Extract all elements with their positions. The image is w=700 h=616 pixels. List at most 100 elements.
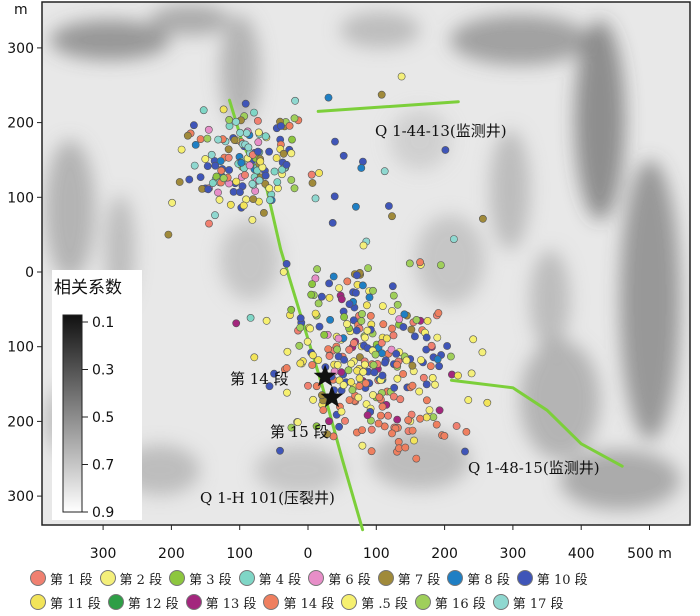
event-point [333, 360, 342, 369]
x-tick-label: 100 [363, 546, 390, 562]
legend-item: 第 16 段 [414, 593, 486, 612]
event-point [335, 422, 343, 431]
event-point [241, 99, 250, 108]
x-tick-label: 400 [568, 546, 595, 562]
event-point [464, 396, 473, 404]
event-point [307, 290, 316, 299]
event-point [337, 407, 346, 416]
event-point [446, 352, 455, 361]
well-trajectory [316, 100, 460, 113]
legend-item: 第 7 段 [377, 569, 440, 588]
event-point [384, 202, 393, 210]
event-point [359, 241, 368, 250]
event-point [360, 360, 369, 369]
event-point [335, 284, 343, 292]
event-point [296, 323, 305, 332]
event-point [164, 230, 173, 239]
event-point [363, 411, 372, 420]
x-tick-label: 100 [226, 546, 253, 562]
event-point [467, 369, 476, 378]
legend-row-2: 第 11 段 第 12 段 第 13 段 第 14 段 第 .5 段 第 16 段 第 17… [30, 590, 700, 614]
event-point [282, 364, 291, 372]
event-point [382, 334, 391, 343]
event-point [214, 188, 222, 197]
event-point [262, 316, 271, 325]
event-point [320, 330, 329, 339]
event-point [330, 192, 339, 201]
event-point [311, 274, 320, 283]
legend-swatch [169, 570, 186, 586]
well-label: Q 1-H 101(压裂井) [200, 489, 335, 507]
background-blob [340, 12, 420, 48]
stage-star-icon [320, 385, 344, 408]
event-point [345, 300, 354, 308]
event-point [308, 361, 317, 369]
colorbar-tick-label: 0.3 [92, 363, 114, 379]
legend-swatch [30, 594, 46, 610]
event-point [175, 178, 184, 186]
event-point [402, 356, 411, 365]
event-point [282, 259, 291, 268]
event-point [319, 406, 328, 414]
legend-item: 第 6 段 [308, 569, 371, 588]
event-point [388, 429, 396, 438]
event-point [242, 129, 251, 137]
event-point [395, 315, 404, 323]
stage-markers: 第 14 段第 15 段 [230, 364, 344, 441]
event-point [191, 140, 200, 149]
legend-swatch [238, 570, 255, 586]
event-point [225, 116, 234, 124]
legend-item: 第 1 段 [30, 569, 93, 588]
well-trajectory [449, 378, 624, 468]
event-point [388, 212, 396, 221]
event-point [344, 366, 353, 375]
background-blob [560, 450, 680, 510]
event-point [422, 333, 431, 342]
event-point [374, 419, 383, 428]
legend-item: 第 17 段 [492, 593, 564, 612]
event-point [351, 202, 360, 211]
event-point [343, 320, 351, 328]
event-point [376, 411, 385, 420]
legend-swatch [99, 570, 116, 586]
colorbar-tick-label: 0.1 [92, 315, 114, 331]
x-tick-label: 500 m [627, 546, 672, 562]
event-point [388, 307, 396, 315]
event-point [357, 164, 366, 172]
event-point [388, 324, 396, 333]
event-point [341, 416, 349, 425]
event-point [443, 342, 451, 350]
x-tick-label: 200 [158, 546, 185, 562]
event-point [423, 316, 432, 325]
event-point [290, 114, 299, 123]
event-point [207, 150, 216, 159]
colorbar-tick-label: 0.5 [92, 410, 114, 426]
event-point [325, 279, 333, 288]
legend-swatch [377, 570, 394, 586]
legend-label: 第 6 段 [328, 572, 371, 588]
event-point [236, 128, 244, 137]
legend-row-1: 第 1 段 第 2 段 第 3 段 第 4 段 第 6 段 第 7 段 第 8 段 第 10 … [30, 566, 700, 590]
event-point [379, 320, 388, 329]
legend-swatch [341, 594, 358, 610]
background-blob [520, 340, 600, 460]
y-tick-label: 300 [7, 489, 34, 505]
event-point [389, 291, 398, 300]
event-point [265, 382, 274, 391]
event-point [369, 286, 377, 295]
event-point [329, 272, 338, 281]
x-tick-label: 300 [90, 546, 117, 562]
event-point [408, 361, 417, 370]
event-point [378, 302, 387, 310]
y-tick-label: 300 [7, 41, 34, 57]
legend-swatch [447, 570, 464, 586]
event-point [377, 90, 386, 99]
event-point [426, 362, 435, 370]
event-point [364, 264, 372, 272]
event-point [219, 105, 228, 114]
legend-label: 第 14 段 [283, 596, 335, 612]
event-point [351, 288, 360, 297]
event-point [434, 309, 443, 317]
background-blob [415, 215, 485, 305]
event-point [312, 382, 321, 391]
